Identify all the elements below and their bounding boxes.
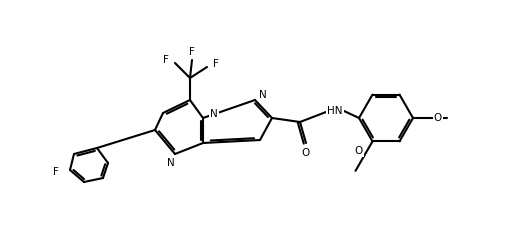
Text: O: O xyxy=(434,113,442,123)
Text: N: N xyxy=(167,158,175,168)
Text: F: F xyxy=(189,47,195,57)
Text: F: F xyxy=(213,59,219,69)
Text: F: F xyxy=(163,55,169,65)
Text: HN: HN xyxy=(327,106,343,116)
Text: N: N xyxy=(259,90,267,100)
Text: F: F xyxy=(53,167,59,177)
Text: N: N xyxy=(210,109,218,119)
Text: O: O xyxy=(354,146,363,156)
Text: O: O xyxy=(301,148,309,158)
